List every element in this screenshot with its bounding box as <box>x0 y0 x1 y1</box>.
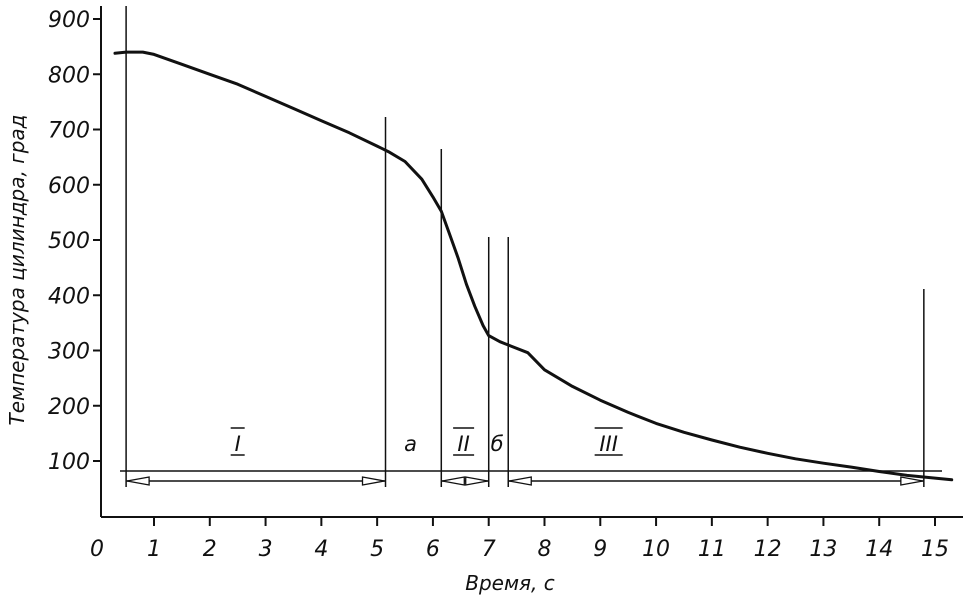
x-tick-label: 14 <box>865 537 893 562</box>
y-tick-label: 100 <box>48 450 90 475</box>
arrow-head-left <box>509 476 532 486</box>
x-tick-label: 5 <box>370 537 384 562</box>
x-tick-label: 6 <box>426 537 440 562</box>
zone-label: б <box>491 432 504 456</box>
zone-label: III <box>599 432 618 456</box>
y-ticks: 100 200 300 400 500 600 700 800 900 <box>48 8 101 475</box>
y-tick-label: 700 <box>48 119 90 144</box>
arrow-head-left <box>442 476 465 486</box>
x-tick-label: 9 <box>593 537 607 562</box>
region-boundaries <box>125 6 925 487</box>
y-tick-label: 600 <box>48 174 90 199</box>
arrow-head-left <box>126 476 150 486</box>
x-tick-label: 13 <box>809 537 837 562</box>
series-group <box>113 50 954 482</box>
x-tick-label: 12 <box>754 537 782 562</box>
temperature-curve <box>113 50 954 482</box>
x-tick-label: 0 <box>90 537 104 562</box>
x-axis-title: Время, с <box>465 571 555 595</box>
arrow-head-right <box>900 476 923 486</box>
zone-label: а <box>404 432 417 456</box>
y-tick-label: 300 <box>48 340 90 365</box>
zone-label: II <box>457 432 469 456</box>
x-tick-label: 3 <box>259 537 273 562</box>
x-tick-label: 11 <box>698 537 726 562</box>
y-tick-label: 500 <box>48 229 90 254</box>
y-axis-title: Температура цилиндра, град <box>5 115 29 426</box>
x-tick-label: 10 <box>642 537 670 562</box>
x-tick-label: 15 <box>921 537 949 562</box>
arrow-head-right <box>465 476 488 486</box>
y-tick-label: 400 <box>48 284 90 309</box>
x-tick-label: 2 <box>203 537 217 562</box>
x-tick-label: 1 <box>147 537 161 562</box>
x-ticks: 0 1 2 3 4 5 6 7 8 9 10 11 12 13 14 15 <box>90 517 949 562</box>
arrow-head-right <box>361 476 385 486</box>
x-tick-label: 8 <box>538 537 552 562</box>
zone-label: I <box>235 432 241 456</box>
y-tick-label: 900 <box>48 8 90 33</box>
axes <box>100 6 963 518</box>
x-tick-label: 7 <box>482 537 496 562</box>
x-tick-label: 4 <box>314 537 328 562</box>
y-tick-label: 800 <box>48 63 90 88</box>
y-tick-label: 200 <box>48 395 90 420</box>
